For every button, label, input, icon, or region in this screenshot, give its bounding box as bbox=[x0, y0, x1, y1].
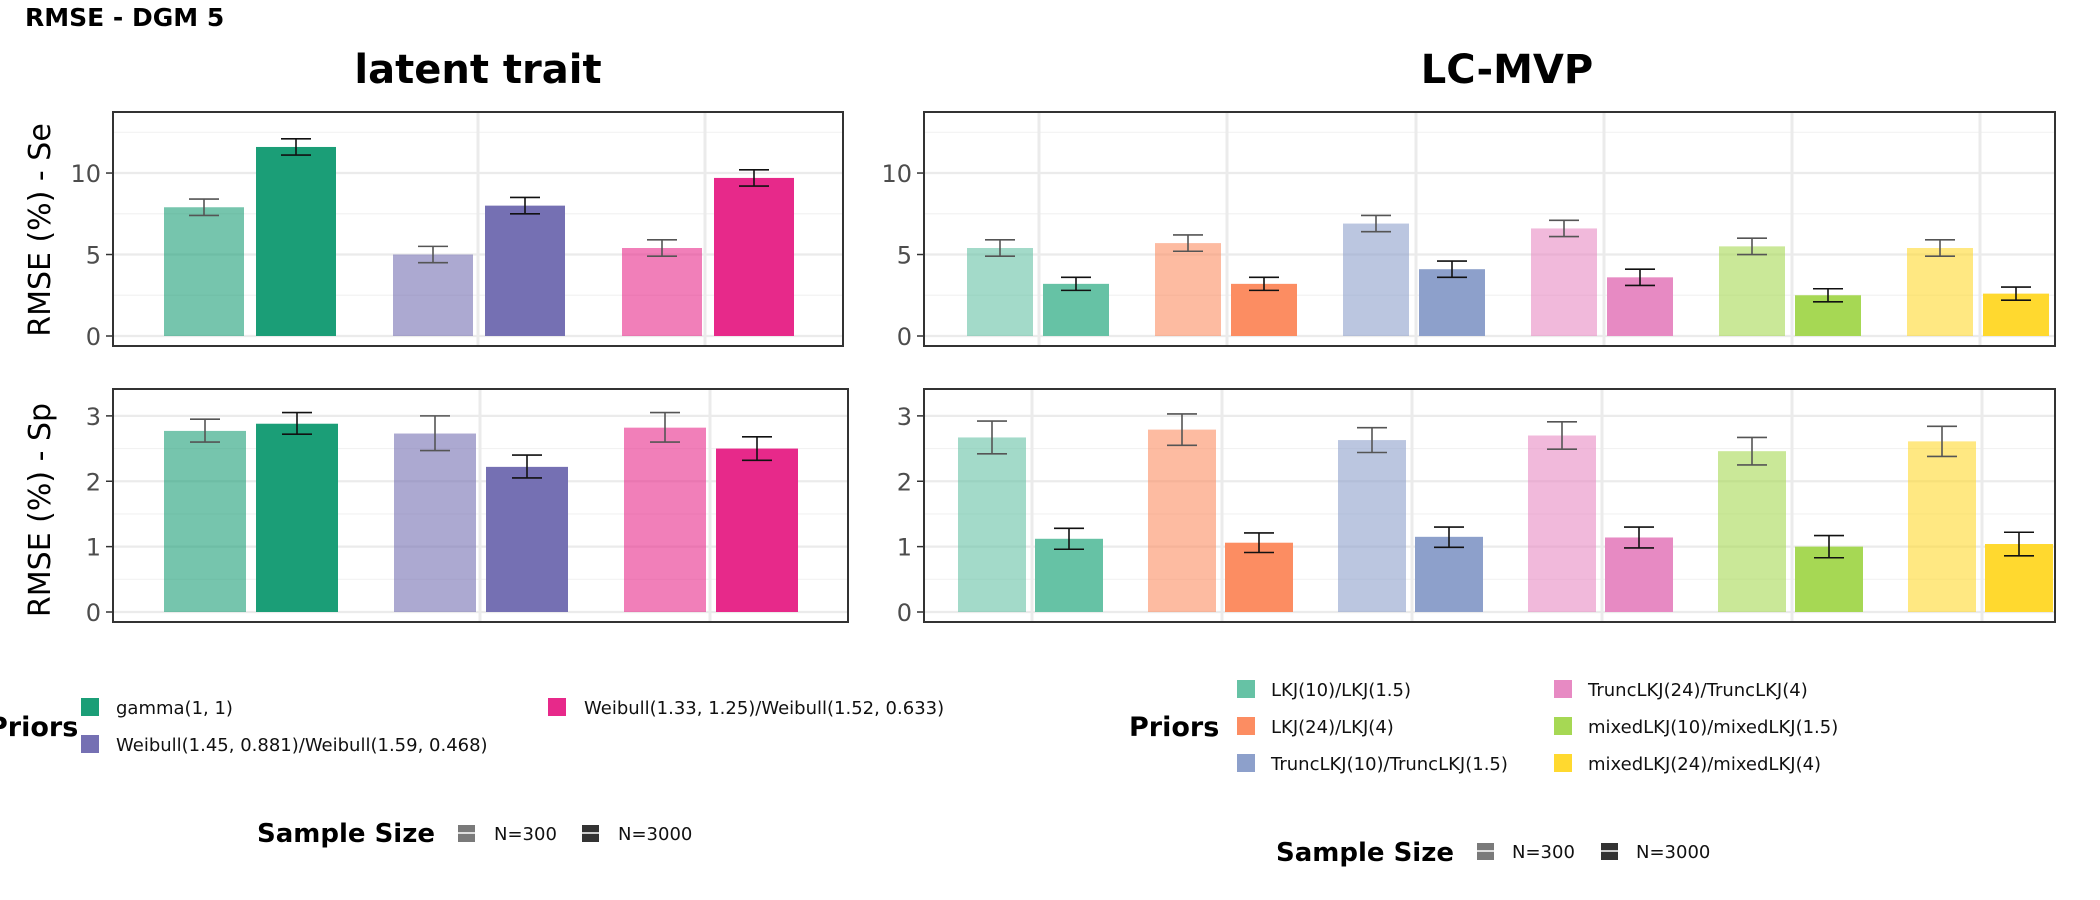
plot-frame bbox=[112, 111, 844, 347]
y-tick-label: 2 bbox=[897, 468, 912, 496]
bar-mixedlkj-10-mixedlkj-1-5-n-300 bbox=[1718, 451, 1786, 612]
legend-left-sample-title: Sample Size bbox=[257, 819, 435, 849]
legend-swatch-gamma bbox=[81, 698, 99, 716]
bar-gamma-1-1-n-3000 bbox=[256, 423, 338, 612]
bar-weibull-1-33-1-25-weibull-1-52-0-633-n-3000 bbox=[714, 177, 794, 336]
legend-right-item-1: LKJ(10)/LKJ(1.5) bbox=[1271, 680, 1411, 701]
legend-right-item-6: mixedLKJ(24)/mixedLKJ(4) bbox=[1588, 754, 1821, 775]
y-tick-label: 5 bbox=[897, 242, 912, 270]
bar-weibull-1-45-0-881-weibull-1-59-0-468-n-300 bbox=[394, 433, 476, 612]
panel-lc-mvp-sp: 0 1 2 3 bbox=[897, 388, 2056, 627]
panel-latent-trait-se: 0 5 10 bbox=[70, 111, 844, 351]
bar-weibull-1-45-0-881-weibull-1-59-0-468-n-300 bbox=[393, 254, 473, 336]
bar-lkj-24-lkj-4-n-300 bbox=[1148, 429, 1216, 612]
bar-trunclkj-24-trunclkj-4-n-3000 bbox=[1607, 277, 1673, 336]
legend-right-sample-title: Sample Size bbox=[1276, 838, 1454, 868]
bar-trunclkj-24-trunclkj-4-n-300 bbox=[1528, 435, 1596, 612]
bar-trunclkj-10-trunclkj-1-5-n-300 bbox=[1343, 223, 1409, 336]
bar-lkj-24-lkj-4-n-3000 bbox=[1225, 542, 1293, 612]
legend-left-sample-n3000: N=3000 bbox=[618, 824, 692, 845]
plot-background bbox=[924, 112, 2055, 346]
legend-left-item-1: gamma(1, 1) bbox=[116, 698, 233, 719]
y-tick-label: 10 bbox=[881, 160, 912, 188]
bar-mixedlkj-24-mixedlkj-4-n-300 bbox=[1907, 248, 1973, 336]
bar-weibull-1-33-1-25-weibull-1-52-0-633-n-300 bbox=[624, 427, 706, 612]
panel-title-latent-trait: latent trait bbox=[354, 47, 601, 93]
bar-trunclkj-24-trunclkj-4-n-300 bbox=[1531, 228, 1597, 336]
legend-right: Priors LKJ(10)/LKJ(1.5) LKJ(24)/LKJ(4) T… bbox=[1129, 680, 1838, 868]
bar-mixedlkj-10-mixedlkj-1-5-n-300 bbox=[1719, 246, 1785, 336]
bar-trunclkj-10-trunclkj-1-5-n-300 bbox=[1338, 440, 1406, 612]
y-tick-label: 0 bbox=[86, 323, 101, 351]
legend-left: Priors gamma(1, 1) Weibull(1.45, 0.881)/… bbox=[0, 698, 944, 849]
bar-gamma-1-1-n-300 bbox=[164, 430, 246, 612]
bar-lkj-10-lkj-1-5-n-300 bbox=[958, 437, 1026, 612]
y-tick-label: 0 bbox=[897, 599, 912, 627]
bar-mixedlkj-24-mixedlkj-4-n-300 bbox=[1908, 441, 1976, 612]
legend-swatch-weibull-1 bbox=[81, 735, 99, 753]
bar-weibull-1-33-1-25-weibull-1-52-0-633-n-300 bbox=[622, 248, 702, 336]
bar-trunclkj-10-trunclkj-1-5-n-3000 bbox=[1419, 269, 1485, 336]
y-tick-label: 1 bbox=[86, 534, 101, 562]
legend-swatch-mixedlkj10 bbox=[1554, 717, 1572, 735]
legend-right-title: Priors bbox=[1129, 712, 1219, 743]
bar-trunclkj-24-trunclkj-4-n-3000 bbox=[1605, 537, 1673, 612]
y-tick-label: 10 bbox=[70, 160, 101, 188]
legend-swatch-trunclkj24 bbox=[1554, 680, 1572, 698]
bar-lkj-24-lkj-4-n-3000 bbox=[1231, 283, 1297, 336]
legend-right-item-5: mixedLKJ(10)/mixedLKJ(1.5) bbox=[1588, 717, 1838, 738]
panel-title-lc-mvp: LC-MVP bbox=[1421, 47, 1593, 93]
legend-swatch-weibull-2 bbox=[548, 698, 566, 716]
bar-weibull-1-45-0-881-weibull-1-59-0-468-n-3000 bbox=[486, 466, 568, 612]
legend-right-sample-n300: N=300 bbox=[1512, 842, 1575, 863]
legend-left-title: Priors bbox=[0, 712, 78, 743]
panel-lc-mvp-se: 0 5 10 bbox=[881, 111, 2056, 351]
y-tick-label: 2 bbox=[86, 468, 101, 496]
y-tick-label: 0 bbox=[897, 323, 912, 351]
legend-swatch-mixedlkj24 bbox=[1554, 754, 1572, 772]
y-axis-label-se: RMSE (%) - Se bbox=[23, 123, 58, 337]
bar-lkj-10-lkj-1-5-n-300 bbox=[967, 248, 1033, 336]
legend-right-sample-n3000: N=3000 bbox=[1636, 842, 1710, 863]
plot-background bbox=[924, 389, 2055, 622]
legend-right-item-3: TruncLKJ(10)/TruncLKJ(1.5) bbox=[1270, 754, 1508, 775]
y-tick-label: 5 bbox=[86, 242, 101, 270]
bar-trunclkj-10-trunclkj-1-5-n-3000 bbox=[1415, 536, 1483, 612]
legend-right-item-2: LKJ(24)/LKJ(4) bbox=[1271, 717, 1394, 738]
plot-frame bbox=[923, 111, 2056, 347]
plot-frame bbox=[112, 388, 849, 623]
legend-right-item-4: TruncLKJ(24)/TruncLKJ(4) bbox=[1587, 680, 1808, 701]
legend-swatch-lkj10 bbox=[1237, 680, 1255, 698]
bar-weibull-1-45-0-881-weibull-1-59-0-468-n-3000 bbox=[485, 205, 565, 336]
y-tick-label: 3 bbox=[86, 403, 101, 431]
y-tick-label: 3 bbox=[897, 403, 912, 431]
legend-left-sample-n300: N=300 bbox=[494, 824, 557, 845]
plot-frame bbox=[923, 388, 2056, 623]
y-tick-label: 0 bbox=[86, 599, 101, 627]
figure-title: RMSE - DGM 5 bbox=[25, 3, 224, 32]
panel-latent-trait-sp: 0 1 2 3 bbox=[86, 388, 849, 627]
bar-weibull-1-33-1-25-weibull-1-52-0-633-n-3000 bbox=[716, 448, 798, 612]
y-tick-label: 1 bbox=[897, 534, 912, 562]
legend-swatch-trunclkj10 bbox=[1237, 754, 1255, 772]
bar-lkj-24-lkj-4-n-300 bbox=[1155, 243, 1221, 336]
legend-left-item-2: Weibull(1.45, 0.881)/Weibull(1.59, 0.468… bbox=[116, 735, 488, 756]
bar-lkj-10-lkj-1-5-n-3000 bbox=[1035, 538, 1103, 612]
legend-left-item-3: Weibull(1.33, 1.25)/Weibull(1.52, 0.633) bbox=[584, 698, 944, 719]
bar-gamma-1-1-n-300 bbox=[164, 207, 244, 336]
bar-gamma-1-1-n-3000 bbox=[256, 146, 336, 336]
bar-lkj-10-lkj-1-5-n-3000 bbox=[1043, 283, 1109, 336]
y-axis-label-sp: RMSE (%) - Sp bbox=[23, 403, 58, 617]
legend-swatch-lkj24 bbox=[1237, 717, 1255, 735]
